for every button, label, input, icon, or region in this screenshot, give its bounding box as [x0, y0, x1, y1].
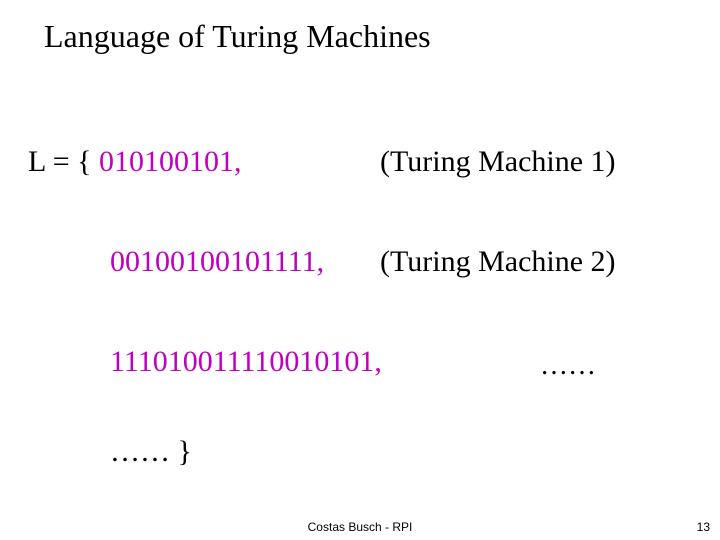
line-4-code: }	[178, 435, 192, 468]
line-2: 00100100101111,	[110, 245, 324, 279]
line-2-annotation: (Turing Machine 2)	[380, 245, 616, 279]
line-2-code: 00100100101111,	[110, 245, 324, 278]
line-1-annotation: (Turing Machine 1)	[380, 145, 616, 179]
line-3-code: 111010011110010101,	[110, 345, 382, 378]
line-4-prefix: ……	[110, 435, 178, 468]
line-3: 111010011110010101,	[110, 345, 382, 379]
page-number: 13	[697, 520, 710, 534]
line-1: L = { 010100101,	[28, 145, 242, 179]
line-3-annotation: ……	[540, 350, 596, 382]
line-4: …… }	[110, 435, 192, 469]
line-1-code: 010100101,	[99, 145, 242, 178]
line-1-prefix: L = {	[28, 145, 99, 178]
slide-title: Language of Turing Machines	[44, 18, 431, 55]
footer-text: Costas Busch - RPI	[0, 520, 720, 534]
